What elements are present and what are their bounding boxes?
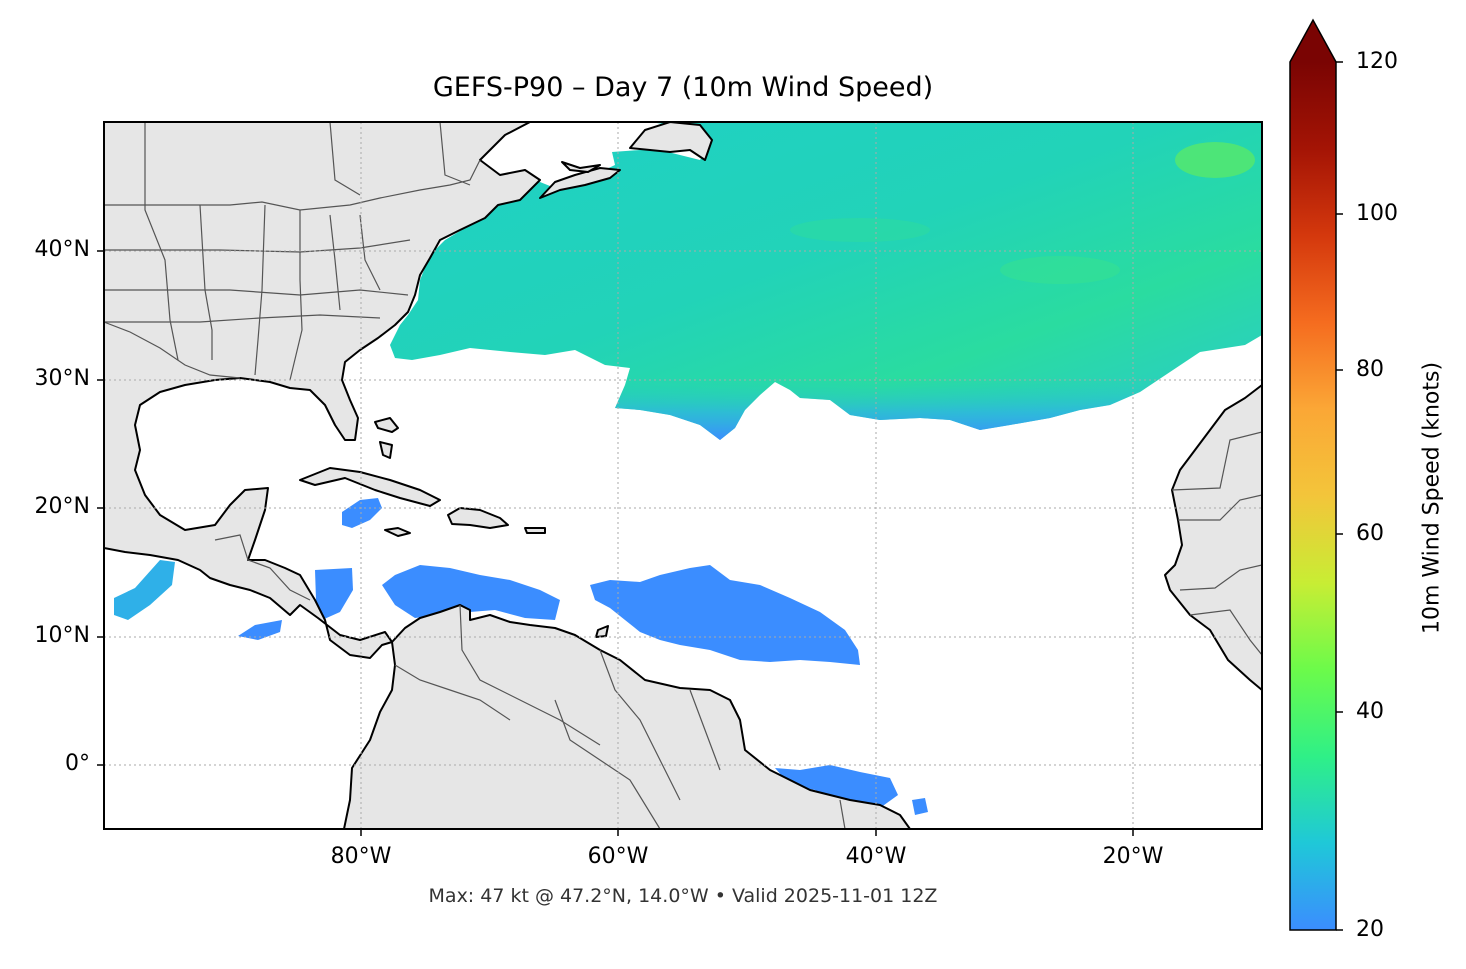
border-states-v3 [254,204,266,376]
lon-tick-label: 20°W [1102,844,1164,869]
border-states-v5 [329,214,341,311]
border-africa-3 [1179,564,1262,591]
border-us-canada [104,159,481,211]
colorbar-outline [1289,18,1337,931]
colorbar [1289,18,1343,931]
border-africa-4 [1189,609,1262,656]
colorbar-tick-label: 20 [1356,917,1384,942]
lat-tick-label: 20°N [34,494,90,519]
land-nova-scotia [539,167,621,199]
chart-title: GEFS-P90 – Day 7 (10m Wind Speed) [432,72,934,103]
border-south-america-6 [839,799,846,829]
border-south-america-3 [599,649,681,801]
lat-tick-label: 30°N [34,366,90,391]
colorbar-gradient [1290,62,1336,930]
wind-region-tropical-atlantic [590,565,860,665]
border-us-mexico [104,321,241,379]
wind-max-patch [1175,142,1255,178]
state-country-borders [104,122,1262,829]
colorbar-tick-marks [1336,61,1343,931]
border-south-america-1 [459,604,601,746]
land-jamaica [384,527,411,537]
colorbar-tick-label: 60 [1356,521,1384,546]
wind-region-brazil-coast-2 [912,798,928,815]
lat-tick-label: 40°N [34,237,90,262]
axis-tick-marks [97,250,1134,836]
wind-region-eastern-pacific-2 [238,620,282,640]
land-south-america [343,604,911,829]
wind-patch-2 [1000,256,1120,284]
map-frame [103,121,1263,830]
wind-region-caribbean-central [342,498,382,528]
lat-tick-label: 0° [65,751,90,776]
lon-tick-label: 40°W [845,844,907,869]
lat-tick-label: 10°N [34,623,90,648]
border-canada-provinces [329,122,471,196]
border-africa-2 [1178,494,1262,521]
border-africa-1 [1171,431,1262,491]
wind-region-north-atlantic-fade [390,300,1262,440]
wind-region-eastern-pacific [114,560,175,620]
border-south-america-2 [394,664,511,721]
colorbar-extend-max [1290,20,1336,62]
colorbar-tick-label: 40 [1356,699,1384,724]
gridlines [104,122,1262,829]
land-pei [561,161,601,173]
land-bahamas-2 [379,441,393,459]
colorbar-tick-label: 120 [1356,49,1398,74]
border-states-v1 [144,122,179,361]
land-masses [104,122,1262,829]
border-states-v6 [359,214,381,291]
colorbar-tick-label: 80 [1356,357,1384,382]
border-central-america [214,534,311,601]
land-puerto-rico [524,527,546,534]
border-states-v4 [289,210,303,381]
wind-region-honduras [315,568,353,620]
land-north-america [104,122,541,659]
lon-tick-label: 60°W [587,844,649,869]
land-hispaniola [447,507,509,529]
wind-region-caribbean-east [382,565,560,620]
wind-region-brazil-coast [775,765,898,808]
colorbar-tick-label: 100 [1356,201,1398,226]
land-newfoundland [629,122,713,161]
land-bahamas [374,417,399,433]
land-trinidad [595,625,609,638]
border-states-v2 [199,204,213,360]
colorbar-label: 10m Wind Speed (knots) [1419,361,1445,635]
border-south-america-5 [554,699,661,829]
land-africa [1164,384,1262,691]
lon-tick-label: 80°W [330,844,392,869]
land-cuba [299,467,441,507]
footer-max-info: Max: 47 kt @ 47.2°N, 14.0°W • Valid 2025… [428,885,938,907]
wind-patch-3 [790,218,930,242]
border-south-america-4 [689,689,721,771]
